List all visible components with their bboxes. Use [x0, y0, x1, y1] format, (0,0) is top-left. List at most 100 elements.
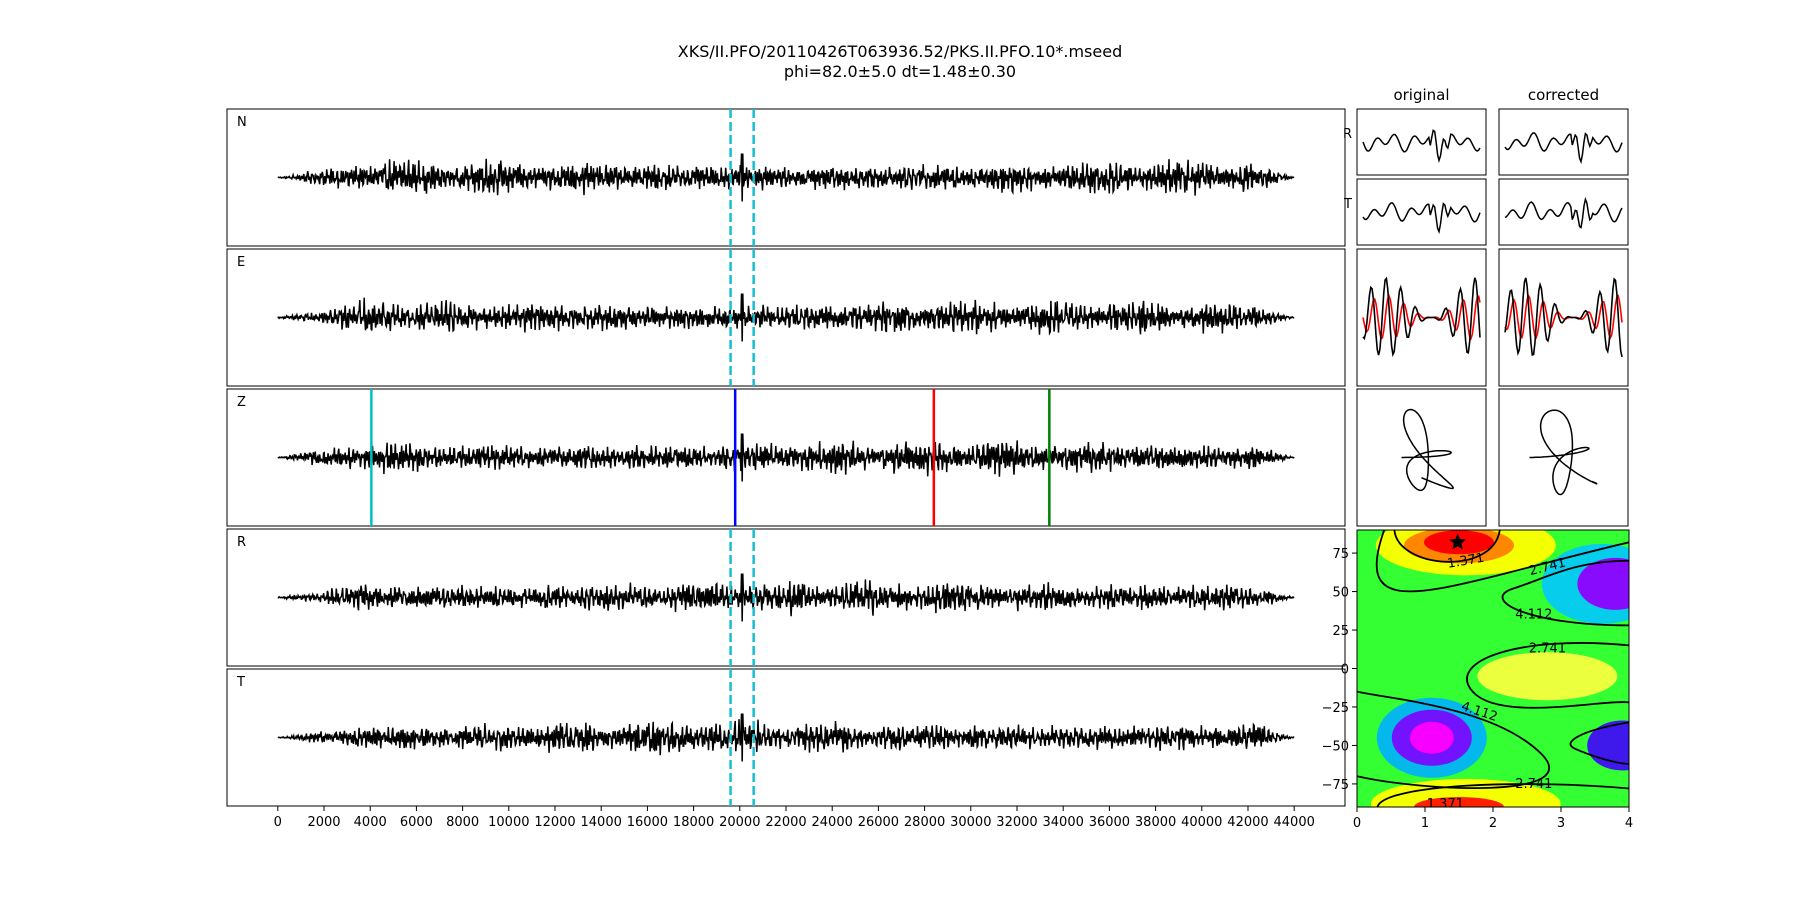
- red-core-bottom: [1414, 797, 1504, 807]
- waveform-line: [277, 573, 1295, 622]
- x-tick: 14000: [581, 806, 622, 830]
- x-tick-label: 0: [274, 815, 282, 830]
- yellow-mid: [1477, 652, 1618, 701]
- x-tick-label: 24000: [812, 815, 853, 830]
- contour-label: 1.371: [1427, 797, 1464, 812]
- row-label-T: T: [1343, 197, 1352, 212]
- x-tick-label: 22000: [765, 815, 806, 830]
- particle-panel-0-1: [1356, 178, 1487, 246]
- contour-line-1: [1375, 530, 1629, 593]
- panel-frame: [1498, 388, 1629, 527]
- row-label-R: R: [1343, 127, 1352, 142]
- tick-label: −50: [1322, 739, 1349, 754]
- particle-panels: original corrected R T: [1343, 86, 1629, 527]
- x-tick-label: 4000: [354, 815, 387, 830]
- heatmap-y-tick: −50: [1322, 739, 1357, 754]
- heatmap-x-tick: 1: [1421, 807, 1429, 831]
- window-wave: [1362, 202, 1481, 235]
- x-tick-label: 28000: [904, 815, 945, 830]
- panel-frame: [1498, 248, 1629, 387]
- panel-frame: [1356, 108, 1487, 176]
- x-tick-label: 8000: [446, 815, 479, 830]
- heatmap-y-tick: −25: [1322, 701, 1357, 716]
- heatmap-x-tick: 2: [1489, 807, 1497, 831]
- x-tick: 18000: [673, 806, 714, 830]
- x-tick: 32000: [996, 806, 1038, 830]
- trace-panel-e: E: [226, 248, 1346, 387]
- x-tick: 24000: [812, 806, 853, 830]
- panel-frame: [1498, 178, 1629, 246]
- contour-label: 2.741: [1515, 777, 1552, 792]
- contour-line-3: [1466, 642, 1629, 709]
- overlay-wave-0: [1362, 293, 1481, 341]
- x-tick-label: 42000: [1227, 815, 1268, 830]
- overlay-wave-1: [1362, 276, 1481, 358]
- window-wave: [1362, 129, 1481, 164]
- panel-label: R: [237, 535, 246, 550]
- best-fit-star-icon: [1449, 533, 1467, 550]
- x-tick-label: 14000: [581, 815, 622, 830]
- tick-label: 75: [1332, 547, 1349, 562]
- x-tick: 34000: [1043, 806, 1084, 830]
- trace-panel-t: T: [226, 668, 1346, 807]
- contour-line-0: [1393, 530, 1501, 563]
- window-wave: [1504, 132, 1623, 165]
- trace-panel-r: R: [226, 528, 1346, 667]
- x-tick-label: 18000: [673, 815, 714, 830]
- trace-panel-z: Z: [226, 388, 1346, 527]
- figure-title-line2: phi=82.0±5.0 dt=1.48±0.30: [783, 62, 1017, 81]
- purple-right-upper: [1577, 557, 1629, 610]
- x-tick: 4000: [354, 806, 387, 830]
- heatmap-y-tick: 75: [1332, 547, 1357, 562]
- trace-panels: N E Z R T 0 2000 4000 6000 8000 10000 12000 14000 160…: [226, 108, 1346, 830]
- contour-line-4: [1357, 690, 1550, 790]
- x-tick: 30000: [950, 806, 991, 830]
- x-tick: 2000: [307, 806, 341, 830]
- waveform-line: [277, 433, 1295, 482]
- heatmap-x-tick: 3: [1557, 807, 1565, 831]
- x-tick: 40000: [1181, 806, 1222, 830]
- particle-panel-1-1: [1498, 178, 1629, 246]
- x-tick-label: 40000: [1181, 815, 1222, 830]
- heatmap-y-tick: −75: [1322, 778, 1357, 793]
- x-tick: 36000: [1089, 806, 1130, 830]
- tick-label: −75: [1322, 778, 1349, 793]
- particle-panel-1-2: [1498, 248, 1629, 387]
- contour-label: 1.371: [1446, 551, 1485, 572]
- heatmap-x-tick: 0: [1353, 807, 1361, 831]
- x-tick-label: 2000: [307, 815, 340, 830]
- particle-panel-0-2: [1356, 248, 1487, 387]
- x-tick-label: 12000: [534, 815, 575, 830]
- x-tick: 26000: [858, 806, 899, 830]
- contour-line-2: [1501, 559, 1629, 627]
- x-tick-label: 6000: [400, 815, 433, 830]
- tick-label: 3: [1557, 816, 1565, 831]
- x-tick: 38000: [1135, 806, 1176, 830]
- x-tick: 0: [274, 806, 282, 830]
- x-tick: 16000: [627, 806, 668, 830]
- particle-panel-0-3: [1356, 388, 1487, 527]
- x-tick-label: 38000: [1135, 815, 1176, 830]
- heatmap-y-tick: 50: [1332, 586, 1357, 601]
- x-tick: 10000: [488, 806, 529, 830]
- x-tick: 12000: [534, 806, 576, 830]
- panel-label: T: [236, 675, 245, 690]
- heatmap-y-tick: 25: [1332, 624, 1357, 639]
- x-tick-label: 44000: [1274, 815, 1315, 830]
- column-title-original: original: [1393, 86, 1449, 104]
- heatmap-y-tick: 0: [1341, 663, 1357, 678]
- tick-label: 4: [1625, 816, 1633, 831]
- contour-label: 4.112: [1515, 608, 1552, 623]
- waveform-line: [277, 293, 1295, 342]
- x-tick: 42000: [1227, 806, 1269, 830]
- particle-motion-path: [1401, 408, 1454, 492]
- contour-label: 2.741: [1529, 641, 1566, 656]
- x-tick-label: 36000: [1089, 815, 1130, 830]
- waveform-line: [277, 713, 1295, 762]
- contour-line-6: [1376, 783, 1629, 807]
- panel-label: N: [237, 115, 247, 130]
- tick-label: 25: [1332, 624, 1349, 639]
- particle-motion-path: [1529, 409, 1598, 496]
- x-tick-label: 32000: [996, 815, 1037, 830]
